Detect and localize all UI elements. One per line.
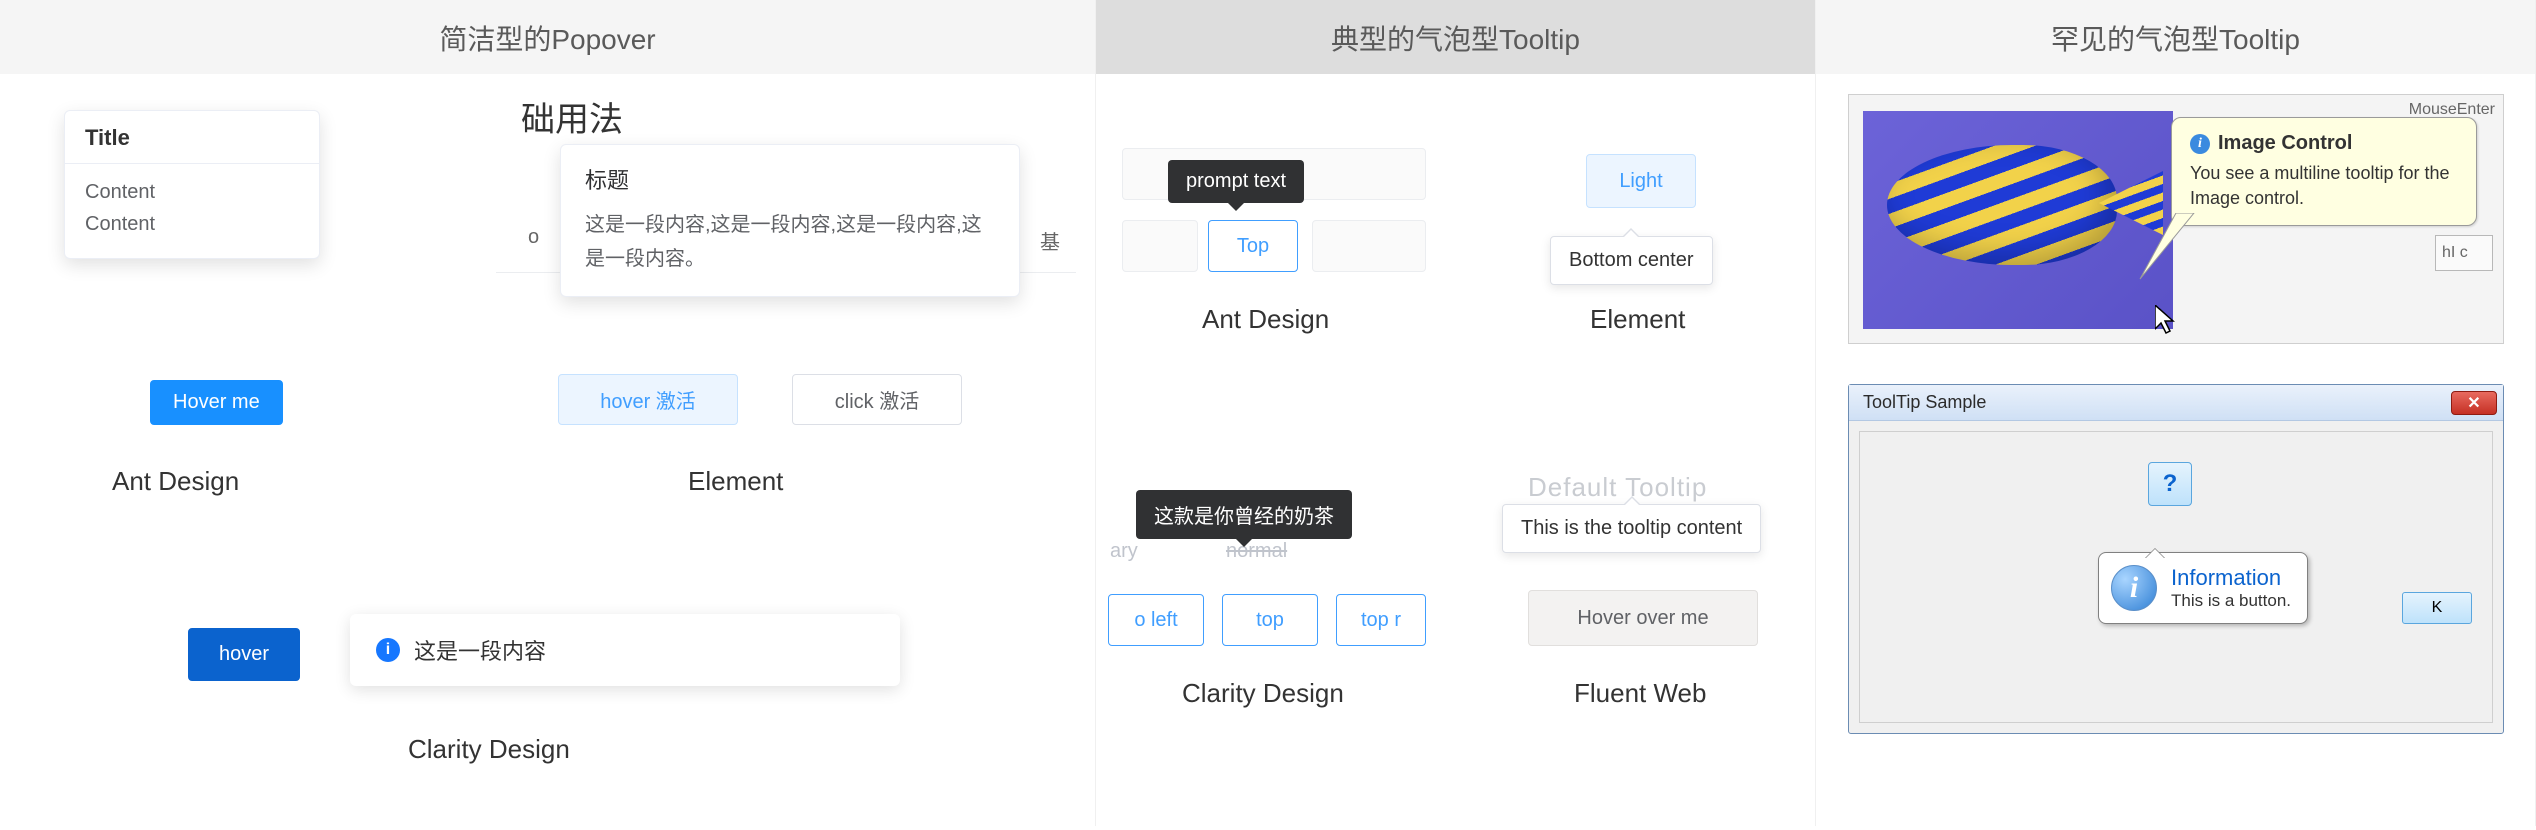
bg-slot — [1312, 220, 1426, 272]
balloon-body: You see a multiline tooltip for the Imag… — [2190, 161, 2458, 211]
ant-popover-body: Content Content — [65, 164, 319, 258]
column-popover: 简洁型的Popover 础用法 Title Content Content Ho… — [0, 0, 1096, 826]
legacy-window: ToolTip Sample ✕ ? i Information This is… — [1848, 384, 2504, 734]
element-popover-title: 标题 — [585, 163, 995, 198]
close-button[interactable]: ✕ — [2451, 391, 2497, 415]
balloon-title: Image Control — [2218, 132, 2352, 155]
fluent-tooltip: This is the tooltip content — [1502, 504, 1761, 553]
window-title: ToolTip Sample — [1863, 392, 1986, 413]
column-header-2: 典型的气泡型Tooltip — [1096, 0, 1815, 74]
bg-slot — [1122, 220, 1198, 272]
fluent-bg-label: Default Tooltip — [1528, 472, 1707, 503]
infotip-body: This is a button. — [2171, 591, 2291, 611]
window-titlebar: ToolTip Sample ✕ — [1849, 385, 2503, 421]
ant-caption: Ant Design — [112, 466, 239, 497]
info-icon: i — [376, 638, 400, 662]
fluent-hover-button[interactable]: Hover over me — [1528, 590, 1758, 646]
ant-popover-line: Content — [85, 208, 299, 240]
clarity-btn-top[interactable]: top — [1222, 594, 1318, 646]
ok-button[interactable]: K — [2402, 592, 2472, 624]
partial-heading-text: 础用法 — [521, 92, 623, 141]
clarity-caption-2: Clarity Design — [1182, 678, 1344, 709]
edge-text-left: o — [528, 226, 539, 249]
side-input-stub[interactable]: hI c — [2435, 235, 2493, 271]
image-control-balloon: i Image Control You see a multiline tool… — [2171, 117, 2477, 226]
balloon-tail — [2136, 213, 2196, 283]
element-caption-2: Element — [1590, 304, 1685, 335]
column-tooltip-common: 典型的气泡型Tooltip prompt text Top Ant Design… — [1096, 0, 1816, 826]
column-tooltip-rare: 罕见的气泡型Tooltip i Image Control You see a … — [1816, 0, 2536, 826]
clarity-btn-right[interactable]: top r — [1336, 594, 1426, 646]
fish-thumbnail — [1863, 111, 2173, 329]
element-click-button[interactable]: click 激活 — [792, 374, 962, 425]
ant-tooltip: prompt text — [1168, 160, 1304, 203]
information-tooltip: i Information This is a button. — [2098, 552, 2308, 624]
element-popover-text: 这是一段内容,这是一段内容,这是一段内容,这是一段内容。 — [585, 208, 995, 276]
column-header-3: 罕见的气泡型Tooltip — [1816, 0, 2535, 74]
canvas-3: i Image Control You see a multiline tool… — [1816, 74, 2535, 830]
fish-graphic — [1887, 145, 2117, 265]
ghost-ary: ary — [1110, 540, 1138, 563]
info-icon: i — [2190, 134, 2210, 154]
canvas-1: 础用法 Title Content Content Hover me Ant D… — [0, 74, 1095, 830]
ant-popover-title: Title — [65, 111, 319, 164]
ant-caption-2: Ant Design — [1202, 304, 1329, 335]
window-body: ? i Information This is a button. K — [1859, 431, 2493, 723]
element-popover-body: 标题 这是一段内容,这是一段内容,这是一段内容,这是一段内容。 — [561, 145, 1019, 296]
question-button[interactable]: ? — [2148, 462, 2192, 506]
column-header-1: 简洁型的Popover — [0, 0, 1095, 74]
clarity-tooltip: 这款是你曾经的奶茶 — [1136, 490, 1352, 539]
infotip-title: Information — [2171, 565, 2291, 591]
info-icon: i — [2111, 565, 2157, 611]
ant-popover-line: Content — [85, 176, 299, 208]
canvas-2: prompt text Top Ant Design Light Bottom … — [1096, 74, 1815, 830]
ant-top-button[interactable]: Top — [1208, 220, 1298, 272]
balloon-title-row: i Image Control — [2190, 132, 2458, 155]
element-light-button[interactable]: Light — [1586, 154, 1696, 208]
clarity-caption: Clarity Design — [408, 734, 570, 765]
element-hover-button[interactable]: hover 激活 — [558, 374, 738, 425]
ant-hover-button[interactable]: Hover me — [150, 380, 283, 425]
clarity-btn-left[interactable]: o left — [1108, 594, 1204, 646]
legacy-panel-1: i Image Control You see a multiline tool… — [1848, 94, 2504, 344]
clarity-hover-button[interactable]: hover — [188, 628, 300, 681]
side-label-top: MouseEnter — [2409, 101, 2495, 119]
element-popover: 标题 这是一段内容,这是一段内容,这是一段内容,这是一段内容。 — [560, 144, 1020, 297]
infotip-text: Information This is a button. — [2171, 565, 2291, 611]
fluent-caption: Fluent Web — [1574, 678, 1706, 709]
edge-text-right: 基 — [1040, 226, 1060, 255]
clarity-info-text: 这是一段内容 — [414, 634, 546, 666]
element-tooltip: Bottom center — [1550, 236, 1713, 285]
ant-popover: Title Content Content — [64, 110, 320, 259]
element-caption: Element — [688, 466, 783, 497]
clarity-info-popover: i 这是一段内容 — [350, 614, 900, 686]
